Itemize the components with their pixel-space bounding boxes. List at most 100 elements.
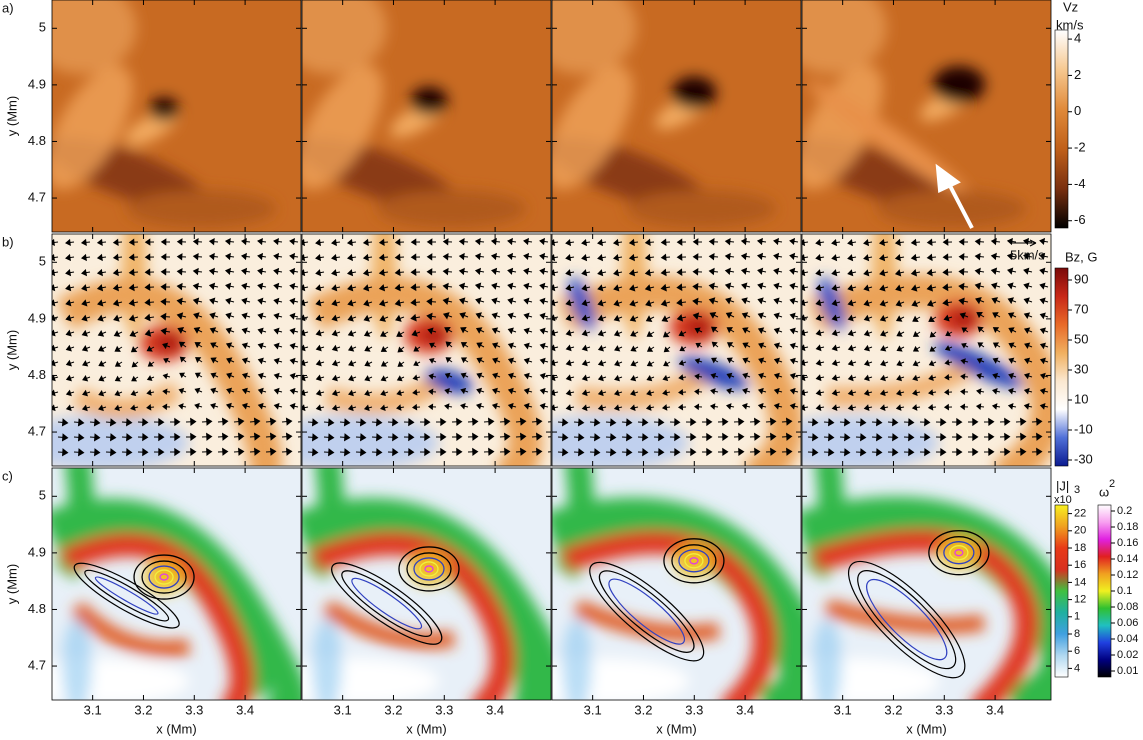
velocity-arrow <box>847 254 857 262</box>
velocity-arrow <box>96 253 107 262</box>
velocity-arrow <box>990 282 1001 290</box>
velocity-arrow <box>951 432 963 442</box>
velocity-arrow <box>896 374 905 382</box>
velocity-arrows <box>802 237 1051 457</box>
velocity-arrow <box>362 253 373 262</box>
velocity-arrow <box>927 404 937 411</box>
velocity-arrow <box>773 402 783 410</box>
velocity-arrow <box>483 447 495 456</box>
velocity-arrow <box>711 357 719 364</box>
velocity-arrow <box>507 267 517 275</box>
velocity-arrow <box>831 389 841 397</box>
contour <box>424 565 434 573</box>
velocity-arrow <box>483 432 495 441</box>
velocity-arrow <box>193 327 203 334</box>
velocity-arrow <box>903 448 915 457</box>
velocity-arrow <box>1039 327 1049 335</box>
velocity-arrow <box>451 432 463 442</box>
velocity-arrow <box>977 326 985 333</box>
field-blob <box>561 618 592 700</box>
velocity-arrow <box>919 433 931 442</box>
velocity-arrow <box>974 267 985 276</box>
velocity-arrow <box>153 417 165 427</box>
velocity-arrow <box>613 330 623 337</box>
velocity-arrow <box>678 359 687 366</box>
velocity-arrow <box>233 417 245 426</box>
velocity-arrow <box>676 314 687 322</box>
field-band <box>557 275 801 466</box>
velocity-arrow <box>757 312 767 320</box>
velocity-arrow <box>741 312 751 319</box>
velocity-arrow <box>475 327 485 334</box>
velocity-arrow <box>192 238 203 246</box>
velocity-arrow <box>614 360 623 367</box>
colorbar-tick-label: 70 <box>1074 301 1088 316</box>
velocity-arrow <box>733 417 745 426</box>
velocity-arrow <box>1006 252 1017 260</box>
velocity-arrow <box>273 237 283 246</box>
contour <box>949 545 969 561</box>
colorbar-tick-label: 50 <box>1074 331 1088 346</box>
velocity-arrow <box>765 417 777 426</box>
velocity-arrow <box>831 314 841 322</box>
velocity-arrow <box>967 432 979 442</box>
velocity-arrow <box>669 432 681 442</box>
velocity-arrow <box>663 360 671 367</box>
velocity-arrow <box>789 327 799 335</box>
velocity-arrow <box>362 268 373 277</box>
velocity-arrow <box>201 432 213 441</box>
velocity-arrow <box>773 342 783 350</box>
velocity-arrow <box>112 253 123 262</box>
panel-frame <box>551 467 802 701</box>
velocity-arrow <box>959 403 969 411</box>
colorbar-title: ω <box>1099 484 1109 499</box>
velocity-arrow <box>435 447 447 457</box>
velocity-arrow <box>991 403 1001 410</box>
velocity-arrow <box>208 267 219 276</box>
velocity-arrow <box>662 331 671 338</box>
velocity-arrow <box>831 329 841 337</box>
velocity-arrow <box>757 297 767 305</box>
velocity-arrow <box>65 253 75 262</box>
velocity-arrow <box>621 433 633 442</box>
velocity-arrow <box>581 269 591 277</box>
velocity-arrow <box>451 447 463 457</box>
velocity-arrow <box>444 403 453 410</box>
velocity-arrow <box>944 374 953 381</box>
velocity-arrow <box>1023 403 1033 410</box>
colorbar-tick-label: 14 <box>1074 576 1086 588</box>
velocity-arrow <box>831 359 841 367</box>
velocity-arrow <box>789 402 799 410</box>
velocity-arrow <box>210 342 219 349</box>
velocity-arrow <box>96 284 107 292</box>
velocity-arrow <box>815 359 825 367</box>
velocity-arrow <box>331 284 341 292</box>
velocity-arrow <box>476 357 485 364</box>
field-blob <box>933 342 1025 389</box>
velocity-arrow <box>331 238 341 247</box>
velocity-arrow <box>724 267 735 276</box>
velocity-arrow <box>958 297 969 306</box>
colorbar-tick-label: 16 <box>1074 559 1086 571</box>
velocity-arrow <box>226 372 235 379</box>
x-tick-label: 3.3 <box>935 702 953 717</box>
velocity-arrow <box>394 253 405 262</box>
panel-frame <box>301 467 552 701</box>
colorbar-exponent: 2 <box>1109 478 1115 490</box>
velocity-arrow <box>614 374 623 382</box>
velocity-arrow <box>185 432 197 441</box>
velocity-arrow <box>547 451 551 453</box>
velocity-arrow <box>273 252 283 261</box>
colorbar-unit: km/s <box>1056 17 1084 32</box>
velocity-arrow <box>942 298 953 307</box>
velocity-arrow <box>307 418 319 427</box>
velocity-arrow <box>128 314 139 322</box>
velocity-arrow <box>81 284 91 292</box>
velocity-arrow <box>65 404 75 412</box>
velocity-arrow <box>241 387 251 395</box>
velocity-arrow <box>315 314 325 322</box>
velocity-arrow <box>960 358 969 365</box>
velocity-arrow <box>73 448 85 457</box>
y-tick-label: 4.8 <box>28 601 46 616</box>
